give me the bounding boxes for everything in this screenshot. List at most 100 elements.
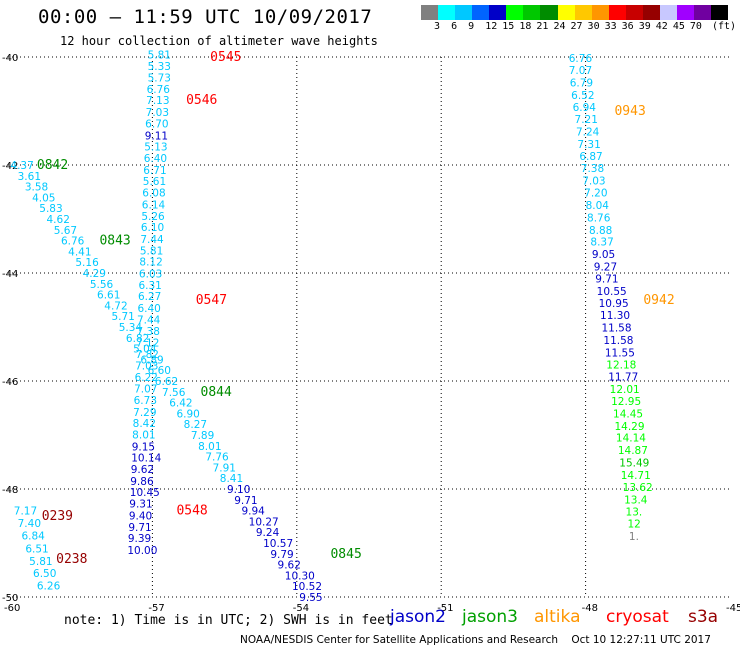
pass-time-label: 0844 xyxy=(201,385,232,400)
legend-unit: (ft) xyxy=(712,21,737,32)
legend-swatch xyxy=(591,5,609,20)
swh-value: 7.03 xyxy=(582,176,605,188)
swh-value: 5.81 xyxy=(29,556,52,568)
legend-tick-label: 12 xyxy=(485,21,498,32)
swh-value: 7.31 xyxy=(577,139,600,151)
swh-value: 6.22 xyxy=(135,372,158,384)
swh-value: 5.33 xyxy=(148,61,171,73)
swh-value: 5.16 xyxy=(75,257,99,269)
swh-value: 9.71 xyxy=(595,273,618,285)
legend-swatch xyxy=(574,5,592,20)
swh-value: 13.4 xyxy=(624,494,648,506)
swh-value: 6.51 xyxy=(25,543,48,555)
legend-tick-label: 15 xyxy=(502,21,515,32)
swh-value: 9.39 xyxy=(128,533,151,545)
lat-tick-label: -40 xyxy=(2,53,18,64)
swh-value: 9.62 xyxy=(131,464,154,476)
swh-value: 6.27 xyxy=(138,291,161,303)
swh-value: 14.71 xyxy=(621,470,651,482)
swh-value: 7.38 xyxy=(581,163,604,175)
swh-value: 10.57 xyxy=(263,538,293,550)
legend-tick-label: 36 xyxy=(621,21,634,32)
swh-value: 6.84 xyxy=(21,530,45,542)
swh-value: 14.29 xyxy=(614,421,644,433)
swh-value: 8.88 xyxy=(589,225,612,237)
swh-value: 9.40 xyxy=(129,510,152,522)
swh-value: 15.49 xyxy=(619,458,649,470)
lat-tick-label: -48 xyxy=(2,485,18,496)
swh-value: 6.79 xyxy=(570,77,593,89)
swh-value: 5.34 xyxy=(119,322,143,334)
pass-time-label: 0546 xyxy=(186,93,217,108)
legend-swatch xyxy=(540,5,558,20)
lon-tick-label: -48 xyxy=(582,603,598,614)
pass-time-label: 0845 xyxy=(330,547,361,562)
swh-value: 4.37 xyxy=(10,160,33,172)
swh-value: 13. xyxy=(626,507,643,519)
swh-value: 3.61 xyxy=(18,171,41,183)
swh-value: 7.91 xyxy=(213,462,236,474)
legend-swatch xyxy=(557,5,575,20)
swh-value: 7.20 xyxy=(584,188,607,200)
swh-value: 12.18 xyxy=(606,359,636,371)
swh-value: 5.81 xyxy=(148,49,171,61)
swh-value: 7.07 xyxy=(569,65,592,77)
swh-value: 9.71 xyxy=(234,495,257,507)
legend-tick-label: 70 xyxy=(689,21,702,32)
legend-tick-label: 21 xyxy=(536,21,549,32)
swh-value: 9.27 xyxy=(594,262,617,274)
credit-line: NOAA/NESDIS Center for Satellite Applica… xyxy=(240,634,711,646)
legend-swatch xyxy=(421,5,439,20)
swh-value: 8.12 xyxy=(139,257,162,269)
swh-value: 9.10 xyxy=(227,484,250,496)
legend-swatch xyxy=(489,5,507,20)
map-subtitle: 12 hour collection of altimeter wave hei… xyxy=(60,34,378,48)
swh-value: 8.42 xyxy=(133,418,156,430)
swh-value: 6.26 xyxy=(37,581,61,593)
swh-value: 6.08 xyxy=(142,188,165,200)
swh-value: 6.76 xyxy=(569,53,593,65)
legend-swatch xyxy=(523,5,541,20)
map-title: 00:00 – 11:59 UTC 10/09/2017 xyxy=(38,6,373,28)
satellite-name: jason2 xyxy=(390,607,446,627)
swh-value: 8.27 xyxy=(184,419,207,431)
swh-value: 5.13 xyxy=(144,142,167,154)
legend-tick-label: 3 xyxy=(434,21,441,32)
swh-value: 9.71 xyxy=(128,522,151,534)
pass-time-label: 0842 xyxy=(37,158,68,173)
swh-value: 5.73 xyxy=(148,73,171,85)
swh-value: 6.71 xyxy=(143,165,166,177)
swh-value: 9.31 xyxy=(129,499,152,511)
swh-value: 6.94 xyxy=(573,102,597,114)
satellite-name: cryosat xyxy=(606,607,669,627)
swh-value: 10.52 xyxy=(292,581,322,593)
swh-value: 7.40 xyxy=(18,518,41,530)
lat-tick-label: -44 xyxy=(2,269,18,280)
legend-tick-label: 27 xyxy=(570,21,583,32)
swh-value: 6.52 xyxy=(571,90,594,102)
legend-swatch xyxy=(659,5,677,20)
swh-value: 11.55 xyxy=(605,347,635,359)
swh-value: 7.13 xyxy=(146,95,169,107)
swh-value: 7.21 xyxy=(575,114,598,126)
swh-value: 7.03 xyxy=(146,107,169,119)
satellite-name: altika xyxy=(534,607,581,627)
swh-value: 6.61 xyxy=(97,290,120,302)
swh-value: 11.77 xyxy=(608,372,638,384)
generated-timestamp: Oct 10 12:27:11 UTC 2017 xyxy=(571,634,711,646)
swh-value: 11.58 xyxy=(601,323,631,335)
swh-value: 5.61 xyxy=(143,176,166,188)
swh-value: 9.05 xyxy=(592,249,615,261)
swh-value: 6.14 xyxy=(142,199,166,211)
legend-tick-label: 6 xyxy=(451,21,458,32)
swh-value: 6.60 xyxy=(148,365,171,377)
lon-tick-label: -45 xyxy=(726,603,740,614)
swh-value: 6.42 xyxy=(169,398,192,410)
swh-value: 6.76 xyxy=(147,84,171,96)
swh-value: 12.95 xyxy=(611,396,641,408)
swh-value: 5.71 xyxy=(111,311,134,323)
swh-value: 12 xyxy=(627,519,640,531)
swh-value: 7.76 xyxy=(205,452,229,464)
lat-tick-label: -50 xyxy=(2,593,18,604)
